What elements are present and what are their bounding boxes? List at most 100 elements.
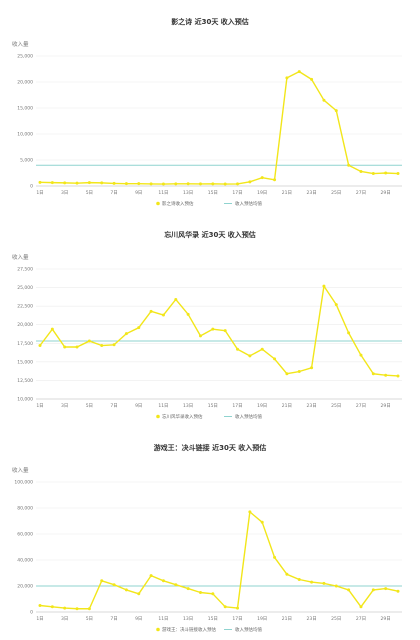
data-point <box>38 180 42 184</box>
y-tick-label: 80,000 <box>17 506 33 512</box>
x-tick-label: 1日 <box>36 190 43 196</box>
data-point <box>100 181 104 185</box>
data-point <box>236 347 240 351</box>
data-point <box>174 182 178 186</box>
data-point <box>322 581 326 585</box>
x-tick-label: 23日 <box>306 616 316 622</box>
x-tick-label: 3日 <box>61 616 68 622</box>
legend-mean-label: 收入预估均值 <box>235 626 262 633</box>
data-point <box>87 339 91 343</box>
x-tick-label: 5日 <box>86 616 93 622</box>
x-tick-label: 11日 <box>158 403 168 409</box>
chart-2-ylabel: 收入量 <box>12 253 29 261</box>
data-point <box>174 583 178 587</box>
data-point <box>38 344 42 348</box>
y-tick-label: 40,000 <box>17 558 33 564</box>
data-point <box>112 181 116 185</box>
data-point <box>322 284 326 288</box>
data-point <box>273 555 277 559</box>
y-tick-label: 20,000 <box>17 584 33 590</box>
data-point <box>273 357 277 361</box>
x-tick-label: 13日 <box>183 403 193 409</box>
data-point <box>359 353 363 357</box>
data-point <box>396 172 400 176</box>
data-point <box>38 604 42 607</box>
data-point <box>137 182 141 186</box>
legend-mean-label: 收入预估均值 <box>235 413 262 420</box>
data-point <box>310 77 314 81</box>
data-point <box>63 181 67 185</box>
data-point <box>124 182 128 186</box>
series-line <box>39 511 399 610</box>
x-tick-label: 25日 <box>331 616 341 622</box>
y-tick-label: 12,500 <box>17 378 33 384</box>
data-point <box>149 574 153 578</box>
y-tick-label: 0 <box>30 610 33 616</box>
legend-mean-label: 收入预估均值 <box>235 200 262 207</box>
data-point <box>334 109 338 113</box>
data-point <box>310 580 314 584</box>
x-tick-label: 19日 <box>257 616 267 622</box>
data-point <box>334 303 338 307</box>
data-point <box>334 584 338 588</box>
data-point <box>75 181 79 185</box>
data-point <box>347 588 351 592</box>
data-point <box>198 334 202 338</box>
x-tick-label: 15日 <box>208 616 218 622</box>
data-point <box>149 182 153 186</box>
x-tick-label: 5日 <box>86 403 93 409</box>
data-point <box>297 578 301 581</box>
data-point <box>297 70 301 74</box>
data-point <box>112 583 116 587</box>
x-tick-label: 25日 <box>331 190 341 196</box>
series-line <box>39 285 399 377</box>
y-tick-label: 27,500 <box>17 267 33 273</box>
data-point <box>211 592 215 596</box>
data-point <box>359 605 363 609</box>
data-point <box>75 345 79 349</box>
data-point <box>371 372 375 376</box>
x-tick-label: 27日 <box>356 616 366 622</box>
data-point <box>236 606 240 610</box>
chart-3-title: 游戏王：决斗链接 近30天 收入预估 <box>154 443 267 452</box>
data-point <box>248 180 252 184</box>
chart-1-title: 影之诗 近30天 收入预估 <box>171 17 249 26</box>
data-point <box>260 520 264 524</box>
y-tick-label: 10,000 <box>17 397 33 403</box>
x-tick-label: 7日 <box>110 616 117 622</box>
data-point <box>322 98 326 102</box>
x-tick-label: 7日 <box>110 403 117 409</box>
x-tick-label: 11日 <box>158 616 168 622</box>
x-tick-label: 19日 <box>257 190 267 196</box>
data-point <box>186 587 190 591</box>
chart-3-svg: 游戏王：决斗链接 近30天 收入预估 收入量 0 20,000 40,000 60,0… <box>12 443 402 633</box>
data-point <box>137 326 141 330</box>
data-point <box>211 327 215 331</box>
x-tick-label: 21日 <box>282 403 292 409</box>
data-point <box>50 181 54 185</box>
data-point <box>223 605 227 609</box>
x-tick-label: 9日 <box>135 403 142 409</box>
data-point <box>223 329 227 333</box>
data-point <box>50 327 54 331</box>
data-point <box>260 347 264 351</box>
x-tick-label: 23日 <box>306 403 316 409</box>
data-point <box>371 588 375 592</box>
legend-series-label: 影之诗收入预估 <box>162 200 194 207</box>
y-tick-label: 15,000 <box>17 106 33 112</box>
chart-1-svg: 影之诗 近30天 收入预估 收入量 0 5,000 10,000 15,000 20,0… <box>12 17 402 207</box>
chart-1-ylabel: 收入量 <box>12 40 29 48</box>
x-tick-label: 9日 <box>135 616 142 622</box>
data-point <box>161 313 165 317</box>
data-point <box>223 182 227 186</box>
chart-panel-2: 忘川风华录 近30天 收入预估 收入量 10,000 12,500 15,000 17… <box>0 213 420 426</box>
data-point <box>273 178 277 182</box>
x-tick-label: 27日 <box>356 403 366 409</box>
x-tick-label: 15日 <box>208 403 218 409</box>
chart-2-title: 忘川风华录 近30天 收入预估 <box>164 230 256 239</box>
data-point <box>384 171 388 175</box>
data-point <box>63 345 67 349</box>
x-tick-label: 17日 <box>232 616 242 622</box>
y-tick-label: 20,000 <box>17 80 33 86</box>
data-point <box>384 373 388 377</box>
